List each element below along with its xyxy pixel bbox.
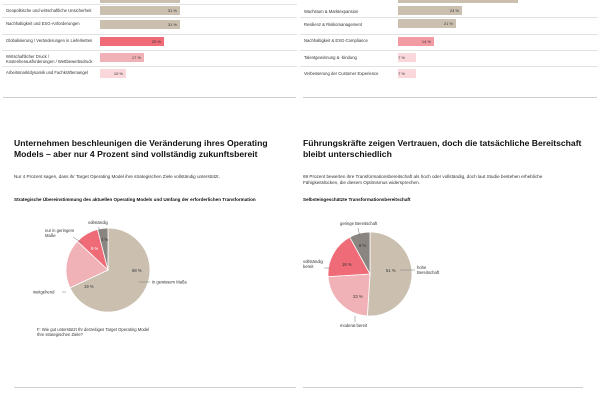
left-section-body: Nur 4 Prozent sagen, dass ihr Target Ope… xyxy=(14,174,220,179)
divider xyxy=(2,66,297,67)
slice-value-label: 19 % xyxy=(84,284,94,289)
slice-name-label: weitgehend xyxy=(33,290,55,295)
left-bar-chart: Geopolitische und wirtschaftliche Unsich… xyxy=(0,0,300,100)
divider xyxy=(2,50,297,51)
bar-value: 24 % xyxy=(449,8,459,13)
right-section-body: 69 Prozent bewerten ihre Transformations… xyxy=(303,174,543,186)
slice-value-label: 4 % xyxy=(101,237,108,242)
right-section-heading: Führungskräfte zeigen Vertrauen, doch di… xyxy=(303,138,582,159)
slice-name-label: hohe Bereitschaft xyxy=(417,265,440,275)
bar-customer-experience xyxy=(398,69,416,78)
bar-label: Verbesserung der Customer Experience xyxy=(304,71,379,76)
bar-kostendruck xyxy=(100,53,144,62)
slice-value-label: 23 % xyxy=(353,294,363,299)
bar-label: Resilienz & Risikomanagement xyxy=(304,22,362,27)
right-bar-chart: Wachstum & Marktexpansion 24 % Resilienz… xyxy=(300,0,600,100)
bar-value: 25 % xyxy=(151,39,161,44)
bar-label: Globalisierung / Veränderungen in Liefer… xyxy=(6,38,93,43)
pie-slices xyxy=(327,231,413,317)
slice-name-label: vollständig xyxy=(88,220,108,225)
pie-labels: 68 % 19 % 9 % 4 % in gewissem Maße weitg… xyxy=(33,220,188,295)
bar-value: 31 % xyxy=(167,8,177,13)
bar-nachhaltigkeit xyxy=(100,20,180,29)
bar-label: Wirtschaftlicher Druck / Kostenherausfor… xyxy=(6,54,93,64)
slice-name-label: in gewissem Maße xyxy=(152,280,188,285)
pie-slice-vollständig-bereit xyxy=(327,236,371,278)
section-divider-right xyxy=(303,97,597,98)
bar-value: 31 % xyxy=(167,22,177,27)
bar-nachhaltigkeit-esg xyxy=(398,37,434,46)
bar-label: Wachstum & Marktexpansion xyxy=(304,9,359,14)
slice-name-label: moderat bereit xyxy=(340,323,368,328)
bar-arbeitsmarkt xyxy=(100,69,126,78)
divider xyxy=(300,66,598,67)
bar-label: Nachhaltigkeit & ESG-Compliance xyxy=(304,38,368,43)
left-pie-chart: 68 % 19 % 9 % 4 % in gewissem Maße weitg… xyxy=(33,220,188,313)
right-bar-top-partial xyxy=(398,0,518,3)
right-chart-title: Selbsteingeschätzte Transformationsberei… xyxy=(303,197,411,202)
left-bar-top-partial xyxy=(100,0,180,3)
bar-label: Arbeitsmarktdynamik und Fachkräftemangel xyxy=(6,70,88,75)
divider xyxy=(2,34,297,35)
bar-wachstum xyxy=(398,6,462,15)
bar-value: 7 % xyxy=(398,71,405,76)
section-divider-left xyxy=(3,97,296,98)
bar-label: Nachhaltigkeit und ESG-Anforderungen xyxy=(6,21,80,26)
leader-line xyxy=(72,236,83,244)
divider xyxy=(2,17,297,18)
bar-value: 21 % xyxy=(443,21,453,26)
pie-slice-moderat-bereit xyxy=(327,273,371,317)
bottom-divider-right xyxy=(303,387,583,388)
bar-value: 17 % xyxy=(131,55,141,60)
left-chart-title: Strategische Übereinstimmung des aktuell… xyxy=(14,197,256,202)
slice-name-label: nur in geringem Maße xyxy=(45,228,75,238)
leader-line xyxy=(97,226,103,234)
divider xyxy=(2,4,297,5)
left-section-heading: Unternehmen beschleunigen die Veränderun… xyxy=(14,138,268,159)
bottom-divider-left xyxy=(14,387,296,388)
pie-slices xyxy=(65,227,151,313)
slice-value-label: 68 % xyxy=(132,268,142,273)
pie-slice-hohe-bereitschaft xyxy=(366,231,413,317)
divider xyxy=(300,50,598,51)
pie-slice-in-gewissem-maße xyxy=(69,227,151,313)
pie-slice-weitgehend xyxy=(65,240,109,289)
bar-value: 10 % xyxy=(113,71,123,76)
pie-slice-vollständig xyxy=(97,227,109,271)
slice-value-label: 8 % xyxy=(359,243,366,248)
slice-name-label: geringe Bereitschaft xyxy=(340,221,378,226)
divider xyxy=(300,17,598,18)
bar-label: Talentgewinnung & -bindung xyxy=(304,55,357,60)
leader-line xyxy=(357,227,361,238)
right-pie-chart: 51 % 23 % 18 % 8 % hohe Bereitschaft mode… xyxy=(303,221,440,328)
pie-slice-geringe-bereitschaft xyxy=(349,231,371,275)
bar-label: Geopolitische und wirtschaftliche Unsich… xyxy=(6,8,92,13)
bar-globalisierung xyxy=(100,37,164,46)
slice-name-label: vollständig bereit xyxy=(303,259,323,269)
slice-value-label: 51 % xyxy=(386,268,396,273)
bar-talente xyxy=(398,53,416,62)
bar-resilienz xyxy=(398,19,456,28)
slice-value-label: 18 % xyxy=(342,262,352,267)
bar-value: 7 % xyxy=(398,55,405,60)
slice-value-label: 9 % xyxy=(91,246,98,251)
bar-value: 14 % xyxy=(421,39,431,44)
divider xyxy=(300,34,598,35)
bar-geopolitik xyxy=(100,6,180,15)
pie-labels: 51 % 23 % 18 % 8 % hohe Bereitschaft mode… xyxy=(303,221,440,328)
left-chart-footnote: F: Wie gut unterstützt Ihr derzeitiges T… xyxy=(37,327,150,338)
